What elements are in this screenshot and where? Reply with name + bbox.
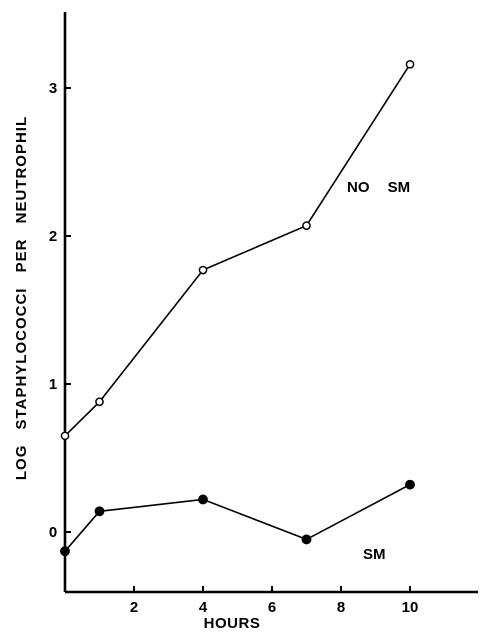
series-label-sm: SM <box>363 546 386 563</box>
y-ticks: 0 1 2 3 <box>49 80 71 541</box>
data-point-sm-0 <box>60 546 70 557</box>
y-tick-label-3: 3 <box>49 80 57 97</box>
x-ticks: 2 4 6 8 10 <box>130 586 419 616</box>
y-tick-label-2: 2 <box>49 228 57 245</box>
data-point-no-sm-4 <box>405 59 415 69</box>
y-tick-label-1: 1 <box>49 376 57 393</box>
data-point-sm-2 <box>198 494 208 505</box>
x-tick-label-4: 4 <box>199 599 208 616</box>
y-tick-label-0: 0 <box>49 524 57 541</box>
series-line-sm <box>64 483 411 552</box>
series-group <box>60 59 415 557</box>
data-point-no-sm-3 <box>302 221 311 230</box>
data-point-sm-4 <box>405 479 415 490</box>
x-tick-label-6: 6 <box>268 599 276 616</box>
series-label-no-sm: NO SM <box>347 179 410 196</box>
series-line-no-sm <box>64 63 411 437</box>
x-tick-label-8: 8 <box>337 599 345 616</box>
x-axis-label: HOURS <box>204 615 261 632</box>
data-point-no-sm-2 <box>198 265 208 275</box>
y-axis-label: LOG STAPHYLOCOCCI PER NEUTROPHIL <box>13 116 30 480</box>
x-tick-label-2: 2 <box>130 599 138 616</box>
data-point-sm-1 <box>94 506 105 517</box>
data-point-no-sm-1 <box>95 397 104 407</box>
data-point-sm-3 <box>301 534 312 545</box>
x-tick-label-10: 10 <box>402 599 419 616</box>
data-point-no-sm-0 <box>60 431 70 441</box>
